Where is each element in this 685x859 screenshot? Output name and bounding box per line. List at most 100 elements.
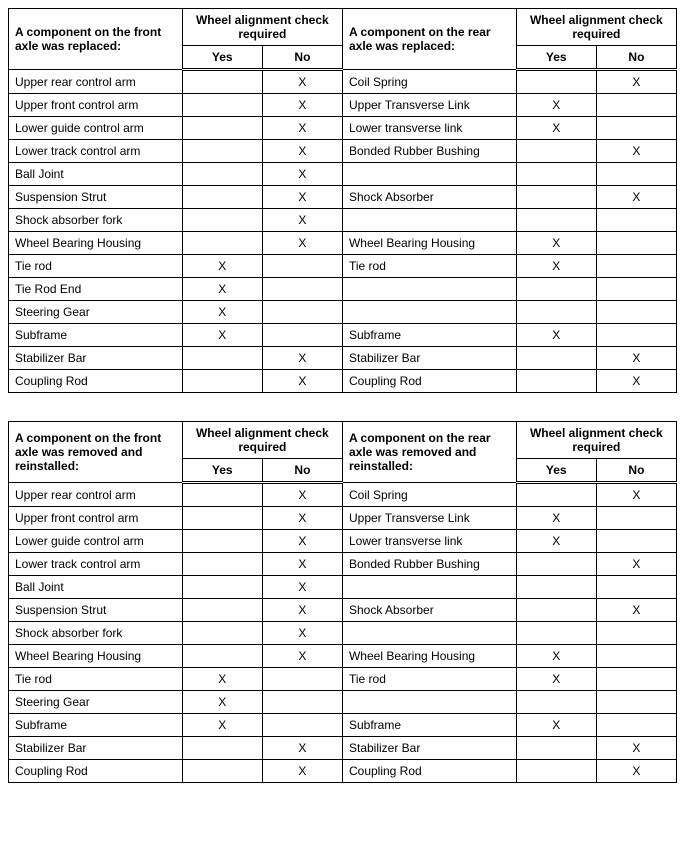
front-yes: X [182,255,262,278]
front-yes: X [182,691,262,714]
rear-component [342,622,516,645]
rear-component [342,576,516,599]
rear-yes [516,347,596,370]
table-row: Shock absorber fork X [9,209,677,232]
rear-no: X [596,483,676,507]
rear-yes: X [516,255,596,278]
rear-yes: X [516,507,596,530]
front-no: X [262,530,342,553]
rear-header: A component on the rear axle was removed… [342,422,516,483]
rear-component: Shock Absorber [342,186,516,209]
front-component: Shock absorber fork [9,622,183,645]
front-component: Tie rod [9,255,183,278]
rear-no [596,232,676,255]
rear-check-header: Wheel alignment check required [516,422,676,459]
rear-yes [516,163,596,186]
front-no: X [262,576,342,599]
front-yes [182,507,262,530]
front-header: A component on the front axle was remove… [9,422,183,483]
front-no: X [262,70,342,94]
rear-component: Wheel Bearing Housing [342,232,516,255]
front-no [262,324,342,347]
rear-yes: X [516,324,596,347]
table-row: Wheel Bearing HousingXWheel Bearing Hous… [9,645,677,668]
front-yes [182,622,262,645]
front-yes: X [182,668,262,691]
front-component: Coupling Rod [9,370,183,393]
front-yes: X [182,278,262,301]
rear-component: Upper Transverse Link [342,507,516,530]
rear-yes: X [516,668,596,691]
table-row: Steering GearX [9,691,677,714]
front-no: X [262,737,342,760]
front-yes [182,209,262,232]
rear-no [596,576,676,599]
front-no [262,301,342,324]
rear-no [596,94,676,117]
table-row: SubframeXSubframeX [9,324,677,347]
table-row: Lower track control armXBonded Rubber Bu… [9,140,677,163]
alignment-table-0: A component on the front axle was replac… [8,8,677,393]
front-component: Stabilizer Bar [9,347,183,370]
rear-no [596,530,676,553]
rear-no: X [596,370,676,393]
front-yes [182,140,262,163]
front-yes: X [182,714,262,737]
table-row: Tie rodXTie rodX [9,255,677,278]
front-no [262,714,342,737]
front-component: Tie rod [9,668,183,691]
front-no: X [262,186,342,209]
rear-component [342,691,516,714]
front-yes-label: Yes [182,46,262,70]
front-no: X [262,553,342,576]
table-row: Ball JointX [9,576,677,599]
front-no: X [262,232,342,255]
table-row: Shock absorber forkX [9,622,677,645]
table-row: SubframeXSubframeX [9,714,677,737]
front-no: X [262,209,342,232]
front-component: Shock absorber fork [9,209,183,232]
rear-component [342,209,516,232]
rear-component: Coil Spring [342,70,516,94]
rear-component: Subframe [342,324,516,347]
rear-no [596,668,676,691]
front-component: Lower track control arm [9,553,183,576]
rear-no: X [596,599,676,622]
rear-yes [516,186,596,209]
rear-no [596,278,676,301]
rear-no [596,301,676,324]
front-component: Wheel Bearing Housing [9,645,183,668]
front-yes [182,576,262,599]
front-component: Stabilizer Bar [9,737,183,760]
rear-no [596,117,676,140]
table-row: Coupling RodXCoupling RodX [9,370,677,393]
rear-no: X [596,737,676,760]
front-no: X [262,645,342,668]
front-component: Lower track control arm [9,140,183,163]
alignment-table-1: A component on the front axle was remove… [8,421,677,783]
rear-header: A component on the rear axle was replace… [342,9,516,70]
front-component: Lower guide control arm [9,530,183,553]
front-yes [182,163,262,186]
rear-yes [516,483,596,507]
front-no [262,668,342,691]
front-component: Suspension Strut [9,599,183,622]
table-row: Ball JointX [9,163,677,186]
rear-yes [516,70,596,94]
table-row: Lower guide control armXLower transverse… [9,530,677,553]
table-row: Suspension StrutXShock AbsorberX [9,186,677,209]
front-component: Coupling Rod [9,760,183,783]
rear-component: Coil Spring [342,483,516,507]
rear-no: X [596,70,676,94]
front-yes: X [182,301,262,324]
front-no: X [262,117,342,140]
front-component: Wheel Bearing Housing [9,232,183,255]
front-yes [182,553,262,576]
front-no [262,691,342,714]
front-component: Upper front control arm [9,507,183,530]
rear-component: Shock Absorber [342,599,516,622]
table-row: Upper front control armXUpper Transverse… [9,94,677,117]
front-no: X [262,94,342,117]
rear-component [342,278,516,301]
front-yes [182,347,262,370]
